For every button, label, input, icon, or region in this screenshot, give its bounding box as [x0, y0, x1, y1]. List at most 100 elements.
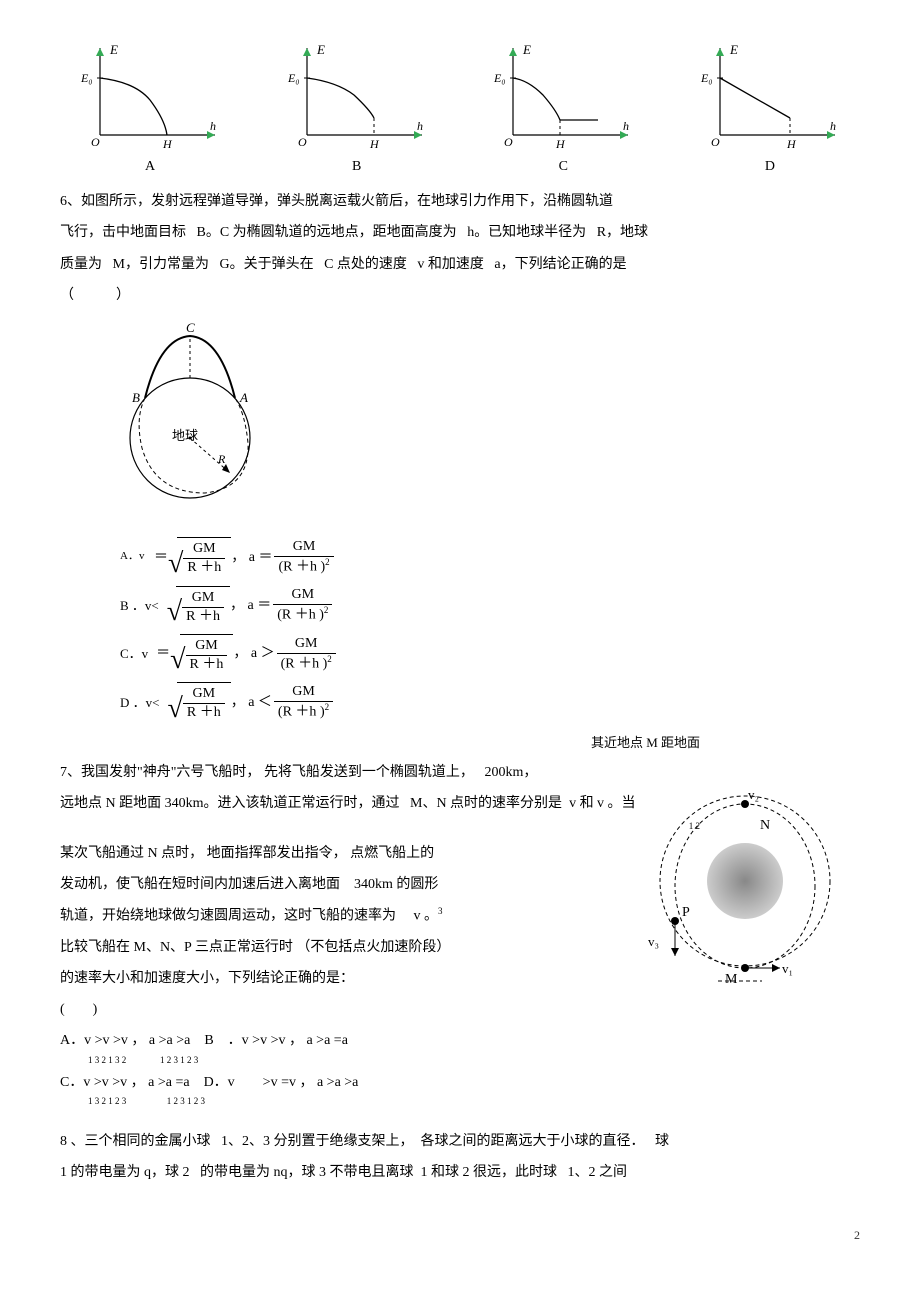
q6-l3a: 质量为 — [60, 257, 102, 272]
q7-line6: 比较飞船在 M、N、P 三点正常运行时 （不包括点火加速阶段） — [60, 935, 580, 960]
q8l1a: 8 、三个相同的金属小球 — [60, 1134, 211, 1149]
q7sD: 1 2 3 1 2 3 — [167, 1096, 205, 1106]
svg-text:E: E — [729, 42, 738, 57]
svg-text:v₁: v₁ — [782, 961, 793, 976]
sq: 2 — [325, 557, 330, 567]
q8l2d: 1、2 之间 — [568, 1165, 628, 1180]
q6-opt-c: C．v ＝ √ GMR ＋h ， a ＞ GM(R ＋h )2 — [120, 634, 860, 674]
lt: ＜ — [258, 690, 272, 715]
q8-line2: 1 的带电量为 q，球 2 的带电量为 nq，球 3 不带电且离球 1 和球 2… — [60, 1160, 860, 1185]
svg-text:E₀: E₀ — [80, 71, 93, 85]
q6a-label: A．v — [120, 547, 146, 567]
gm: GM — [186, 637, 228, 656]
eq2: ＝ — [258, 545, 272, 570]
rh: R ＋h — [183, 704, 225, 722]
gm: GM — [183, 685, 225, 704]
svg-text:O: O — [91, 135, 100, 149]
q8l2b: 的带电量为 nq，球 3 不带电且离球 — [200, 1165, 414, 1180]
graph-d: E E₀ H h O D — [680, 40, 860, 179]
gm2: GM — [273, 586, 332, 605]
q7-line3: 某次飞船通过 N 点时， 地面指挥部发出指令， 点燃飞船上的 — [60, 841, 580, 866]
graph-b: E E₀ H h O B — [267, 40, 447, 179]
gt: ＞ — [261, 641, 275, 666]
svg-text:B: B — [132, 390, 140, 405]
svg-text:C: C — [186, 320, 195, 335]
gm: GM — [183, 540, 225, 559]
q7l5a: 轨道，开始绕地球做匀速圆周运动，这时飞船的速率为 — [60, 909, 396, 924]
svg-text:O: O — [711, 135, 720, 149]
svg-text:A: A — [239, 390, 248, 405]
svg-text:h: h — [830, 119, 836, 133]
eq: ＝ — [156, 641, 170, 666]
svg-text:H: H — [786, 137, 797, 150]
q6-l2a: 飞行，击中地面目标 — [60, 225, 186, 240]
graph-a-label: A — [60, 154, 240, 179]
q6-line4: （ ） — [60, 283, 860, 308]
q7oD: D．v >v =v ， a >a >a — [204, 1075, 359, 1090]
svg-text:v₂: v₂ — [748, 787, 759, 802]
gm2: GM — [274, 538, 333, 557]
sq: 2 — [327, 654, 332, 664]
svg-text:E: E — [522, 42, 531, 57]
q7sB: 1 2 3 1 2 3 — [160, 1055, 198, 1065]
svg-text:H: H — [162, 137, 173, 150]
ca: ， a — [231, 690, 255, 715]
svg-text:h: h — [623, 119, 629, 133]
q6b-label: B ．v< — [120, 594, 159, 617]
q7l4b: 340km 的圆形 — [354, 877, 438, 892]
q7s3: 3 — [438, 906, 443, 916]
q7oB: B ．v >v >v ， a >a =a — [204, 1033, 348, 1048]
svg-text:H: H — [555, 137, 566, 150]
q7-subCD: 1 3 2 1 2 3 1 2 3 1 2 3 — [88, 1093, 580, 1109]
gm2: GM — [274, 683, 333, 702]
rh: R ＋h — [183, 559, 225, 577]
graph-a: E E₀ H h O A — [60, 40, 240, 179]
q8l2a: 1 的带电量为 q，球 2 — [60, 1165, 190, 1180]
svg-text:h: h — [417, 119, 423, 133]
rh2: R ＋h — [285, 656, 319, 671]
graphs-row: E E₀ H h O A E E₀ H h O B — [60, 40, 860, 179]
rh2: R ＋h — [283, 560, 317, 575]
q7-line4: 发动机，使飞船在短时间内加速后进入离地面 340km 的圆形 — [60, 872, 580, 897]
svg-text:E: E — [316, 42, 325, 57]
q8l2c: 1 和球 2 很远，此时球 — [421, 1165, 558, 1180]
q6-l3f: a，下列结论正确的是 — [494, 257, 626, 272]
q6-l3d: C 点处的速度 — [324, 257, 407, 272]
q7-optCD: C．v >v >v ， a >a =a D．v >v =v ， a >a >a — [60, 1070, 580, 1095]
graph-c-label: C — [473, 154, 653, 179]
svg-text:P: P — [682, 905, 690, 920]
q7-block: 其近地点 M 距地面 7、我国发射"神舟"六号飞船时， 先将飞船发送到一个椭圆轨… — [60, 731, 860, 1109]
q7l1b: 先将飞船发送到一个椭圆轨道上， — [264, 765, 474, 780]
rh: R ＋h — [182, 608, 224, 626]
q6-opt-d: D ．v< √ GMR ＋h ， a ＜ GM(R ＋h )2 — [120, 682, 860, 722]
q6-diagram: C B A 地球 R — [100, 318, 860, 527]
q7l5b: v 。 — [414, 909, 439, 924]
q8l1c: 各球之间的距离远大于小球的直径． — [421, 1134, 645, 1149]
q7l1a: 7、我国发射"神舟"六号飞船时， — [60, 765, 260, 780]
gm2: GM — [277, 635, 336, 654]
rh: R ＋h — [186, 656, 228, 674]
q8l1d: 球 — [655, 1134, 669, 1149]
svg-text:地球: 地球 — [172, 428, 198, 443]
q7l2c: v 和 v 。当 — [569, 796, 636, 811]
sq: 2 — [325, 702, 330, 712]
q7-optAB: A．v >v >v ， a >a >a B ．v >v >v ， a >a =a — [60, 1028, 580, 1053]
ca: ， a — [230, 593, 254, 618]
svg-text:h: h — [210, 119, 216, 133]
q8l1b: 1、2、3 分别置于绝缘支架上， — [221, 1134, 414, 1149]
q7-line7: 的速率大小和加速度大小，下列结论正确的是： — [60, 966, 580, 991]
q6-l2d: R，地球 — [597, 225, 648, 240]
q7-top-note: 其近地点 M 距地面 — [60, 731, 700, 754]
q7-line5: 轨道，开始绕地球做匀速圆周运动，这时飞船的速率为 v 。3 — [60, 903, 580, 929]
rh2: R ＋h — [282, 608, 316, 623]
eq2: ＝ — [257, 593, 271, 618]
svg-text:E₀: E₀ — [700, 71, 713, 85]
q6-l2b: B。C 为椭圆轨道的远地点，距地面高度为 — [197, 225, 457, 240]
eq: ＝ — [154, 545, 168, 570]
svg-text:E₀: E₀ — [287, 71, 300, 85]
q6-opt-b: B ．v< √ GMR ＋h ， a ＝ GM(R ＋h )2 — [120, 586, 860, 626]
svg-text:v₃: v₃ — [648, 934, 659, 949]
q7sC: 1 3 2 1 2 3 — [88, 1096, 126, 1106]
q6d-label: D ．v< — [120, 691, 159, 714]
svg-text:E: E — [109, 42, 118, 57]
